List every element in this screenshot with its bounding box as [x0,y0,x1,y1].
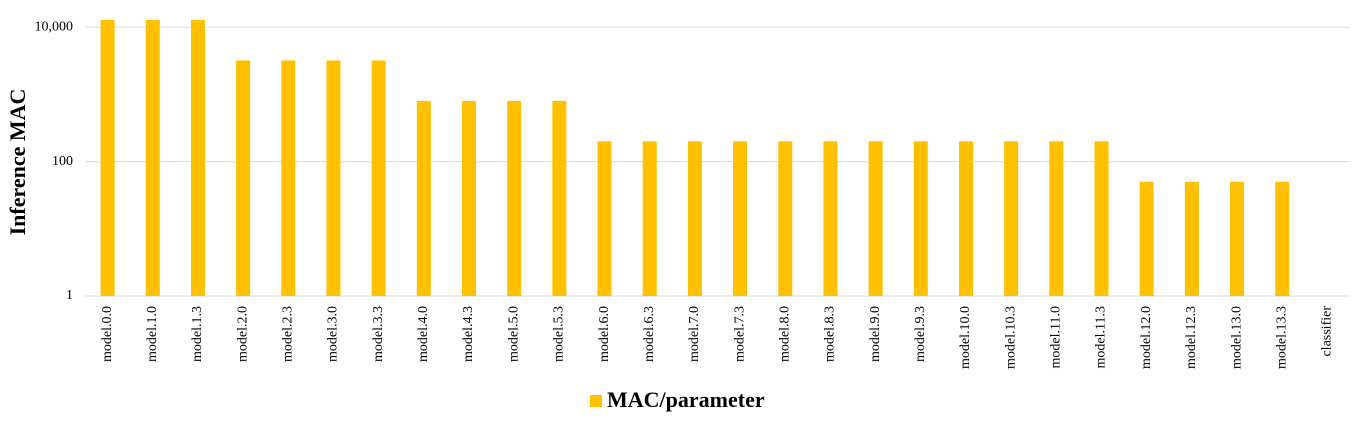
x-tick-label: model.5.3 [552,306,567,362]
bar [236,60,251,297]
y-tick-label: 10,000 [35,19,74,34]
x-tick-label: model.1.3 [190,306,205,362]
x-tick-label: model.9.0 [868,306,883,362]
y-axis-title: Inference MAC [5,89,30,236]
y-tick-label: 100 [52,154,73,169]
bar [507,100,522,296]
bar [1049,141,1064,296]
x-tick-label: model.7.0 [687,306,702,362]
x-tick-label: model.8.3 [823,306,838,362]
bar [1004,141,1019,296]
bar [687,141,702,296]
bar [190,20,205,296]
x-tick-label: model.11.0 [1049,306,1064,368]
bar [1139,181,1154,296]
bar [1094,141,1109,296]
x-tick-label: model.3.0 [326,306,341,362]
bar [778,141,793,296]
bar [462,100,477,296]
x-tick-label: classifier [1320,306,1335,357]
x-tick-label: model.4.3 [461,306,476,362]
bar [145,20,160,296]
x-tick-label: model.13.3 [1274,306,1289,369]
x-tick-label: model.6.0 [597,306,612,362]
x-tick-label: model.9.3 [913,306,928,362]
bar [281,60,296,297]
bar [913,141,928,296]
x-tick-label: model.10.0 [958,306,973,369]
bar [733,141,748,296]
x-tick-label: model.0.0 [100,306,115,362]
x-tick-label: model.1.0 [145,306,160,362]
y-tick-label: 1 [66,288,73,303]
bar [823,141,838,296]
x-tick-label: model.7.3 [732,306,747,362]
x-tick-label: model.11.3 [1094,306,1109,368]
bar [552,100,567,296]
x-tick-label: model.12.3 [1184,306,1199,369]
legend-swatch [590,395,602,407]
bar [416,100,431,296]
x-tick-label: model.2.3 [281,306,296,362]
bar [1230,181,1245,296]
bar [642,141,657,296]
x-tick-label: model.4.0 [416,306,431,362]
bar [371,60,386,297]
bar [1184,181,1199,296]
bar [326,60,341,297]
x-tick-label: model.3.3 [371,306,386,362]
x-tick-label: model.13.0 [1229,306,1244,369]
x-tick-label: model.6.3 [642,306,657,362]
x-tick-label: model.12.0 [1139,306,1154,369]
bar [597,141,612,296]
x-tick-label: model.2.0 [235,306,250,362]
bar [100,20,115,296]
bar [1275,181,1290,296]
bar [868,141,883,296]
bar [958,141,973,296]
x-tick-label: model.8.0 [777,306,792,362]
x-tick-label: model.5.0 [506,306,521,362]
x-tick-label: model.10.3 [1003,306,1018,369]
legend-label: MAC/parameter [607,387,765,412]
